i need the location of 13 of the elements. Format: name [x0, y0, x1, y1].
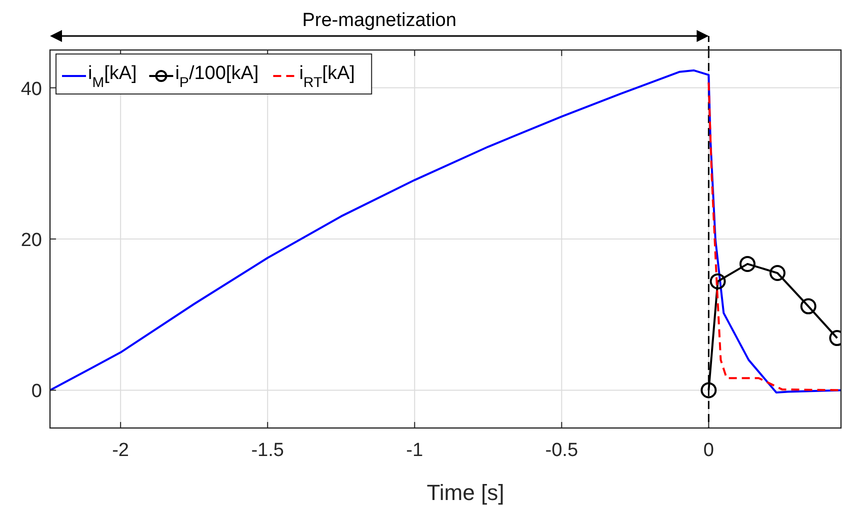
- x-tick-label: -1: [406, 440, 424, 461]
- y-tick-label: 0: [31, 381, 42, 402]
- x-tick-label: -0.5: [545, 440, 578, 461]
- x-tick-label: -1.5: [251, 440, 284, 461]
- x-tick-label: 0: [703, 440, 714, 461]
- y-tick-label: 20: [20, 230, 42, 251]
- text: Pre-magnetization: [302, 10, 456, 31]
- legend-label: i$_{RT}$[kA]: [299, 63, 355, 91]
- x-axis-title: Time [s]: [426, 480, 504, 505]
- legend-label: i$_{P}$/100[kA]: [175, 63, 259, 91]
- y-tick-label: 40: [20, 78, 42, 100]
- legend-label: i$_{M}$[kA]: [88, 63, 137, 91]
- x-tick-label: -2: [112, 440, 130, 461]
